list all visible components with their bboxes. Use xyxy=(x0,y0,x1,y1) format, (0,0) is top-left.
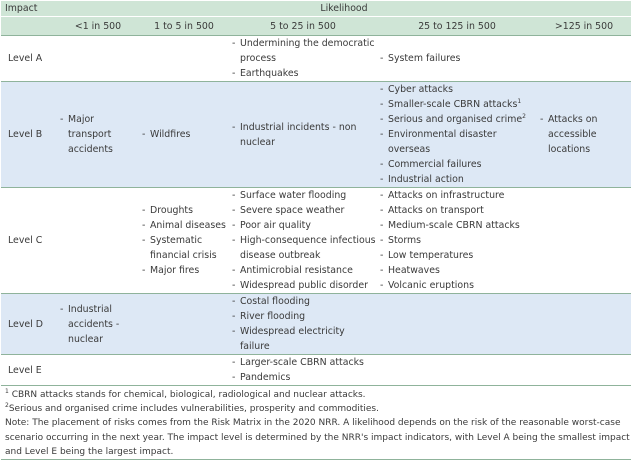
list-item: Wildfires xyxy=(139,127,229,142)
list-item: High-consequence infectious disease outb… xyxy=(229,233,377,263)
list-item: Smaller-scale CBRN attacks1 xyxy=(377,97,537,112)
column-header: >125 in 500 xyxy=(537,16,631,36)
list-item: Medium-scale CBRN attacks xyxy=(377,218,537,233)
row-level-label: Level E xyxy=(1,354,57,386)
table-cell: Undermining the democratic process Earth… xyxy=(229,35,377,82)
likelihood-header: Likelihood xyxy=(57,1,631,17)
table-row-level-b: Level B Major transport accidents Wildfi… xyxy=(1,81,631,188)
footnote-2: 2Serious and organised crime includes vu… xyxy=(5,402,379,415)
column-header: 1 to 5 in 500 xyxy=(139,16,229,36)
list-item: Widespread electricity failure xyxy=(229,324,377,354)
table-cell: Cyber attacks Smaller-scale CBRN attacks… xyxy=(377,81,537,188)
list-item: Attacks on transport xyxy=(377,203,537,218)
column-header-row: <1 in 500 1 to 5 in 500 5 to 25 in 500 2… xyxy=(1,16,631,36)
list-item: Severe space weather xyxy=(229,203,377,218)
list-item: Serious and organised crime2 xyxy=(377,112,537,127)
list-item: Attacks on infrastructure xyxy=(377,188,537,203)
list-item: Poor air quality xyxy=(229,218,377,233)
list-item: Earthquakes xyxy=(229,66,377,81)
list-item: Costal flooding xyxy=(229,294,377,309)
table-cell: Major transport accidents xyxy=(57,81,139,188)
table-row-level-e: Level E Larger-scale CBRN attacks Pandem… xyxy=(1,354,631,386)
list-item: Pandemics xyxy=(229,370,377,385)
list-item: Commercial failures xyxy=(377,157,537,172)
list-item: Environmental disaster overseas xyxy=(377,127,537,157)
row-level-label: Level C xyxy=(1,187,57,294)
table-row-level-c: Level C Droughts Animal diseases Systema… xyxy=(1,187,631,294)
table-cell: Droughts Animal diseases Systematic fina… xyxy=(139,187,229,294)
list-item: Major transport accidents xyxy=(57,112,139,157)
list-item: Droughts xyxy=(139,203,229,218)
list-item: Industrial incidents - non nuclear xyxy=(229,120,377,150)
table-cell: Attacks on infrastructure Attacks on tra… xyxy=(377,187,537,294)
table-cell: Attacks on accessible locations xyxy=(537,81,631,188)
list-item: Surface water flooding xyxy=(229,188,377,203)
list-item: Low temperatures xyxy=(377,248,537,263)
list-item: Attacks on accessible locations xyxy=(537,112,631,157)
list-item: River flooding xyxy=(229,309,377,324)
footnote-1: 1 CBRN attacks stands for chemical, biol… xyxy=(5,388,366,401)
table-cell: System failures xyxy=(377,35,537,82)
row-level-label: Level A xyxy=(1,35,57,82)
table-cell: Industrial accidents - nuclear xyxy=(57,293,139,355)
table-notes: 1 CBRN attacks stands for chemical, biol… xyxy=(1,386,633,459)
list-item: Industrial action xyxy=(377,172,537,187)
list-item: Industrial accidents - nuclear xyxy=(57,302,139,347)
list-item: Major fires xyxy=(139,263,229,278)
list-item: Storms xyxy=(377,233,537,248)
column-header: 5 to 25 in 500 xyxy=(229,16,377,36)
table-cell: Surface water flooding Severe space weat… xyxy=(229,187,377,294)
risk-matrix-table: Impact Likelihood <1 in 500 1 to 5 in 50… xyxy=(1,1,631,386)
table-row-level-a: Level A Undermining the democratic proce… xyxy=(1,35,631,82)
column-header: <1 in 500 xyxy=(57,16,139,36)
bottom-rule xyxy=(1,459,631,461)
table-note: Note: The placement of risks comes from … xyxy=(5,418,630,457)
impact-header: Impact xyxy=(1,1,57,17)
row-level-label: Level D xyxy=(1,293,57,355)
table-cell: Larger-scale CBRN attacks Pandemics xyxy=(229,354,377,386)
table-cell: Costal flooding River flooding Widesprea… xyxy=(229,293,377,355)
column-header: 25 to 125 in 500 xyxy=(377,16,537,36)
row-level-label: Level B xyxy=(1,81,57,188)
footnote-marker: 1 xyxy=(517,97,522,105)
list-item: Systematic financial crisis xyxy=(139,233,229,263)
list-item: Heatwaves xyxy=(377,263,537,278)
list-item: Volcanic eruptions xyxy=(377,278,537,293)
footnote-marker: 2 xyxy=(522,112,526,120)
table-cell: Industrial incidents - non nuclear xyxy=(229,81,377,188)
list-item: System failures xyxy=(377,51,537,66)
table-cell: Wildfires xyxy=(139,81,229,188)
list-item: Undermining the democratic process xyxy=(229,36,377,66)
list-item: Larger-scale CBRN attacks xyxy=(229,355,377,370)
list-item: Antimicrobial resistance xyxy=(229,263,377,278)
list-item: Animal diseases xyxy=(139,218,229,233)
list-item: Widespread public disorder xyxy=(229,278,377,293)
list-item: Cyber attacks xyxy=(377,82,537,97)
table-row-level-d: Level D Industrial accidents - nuclear C… xyxy=(1,293,631,355)
